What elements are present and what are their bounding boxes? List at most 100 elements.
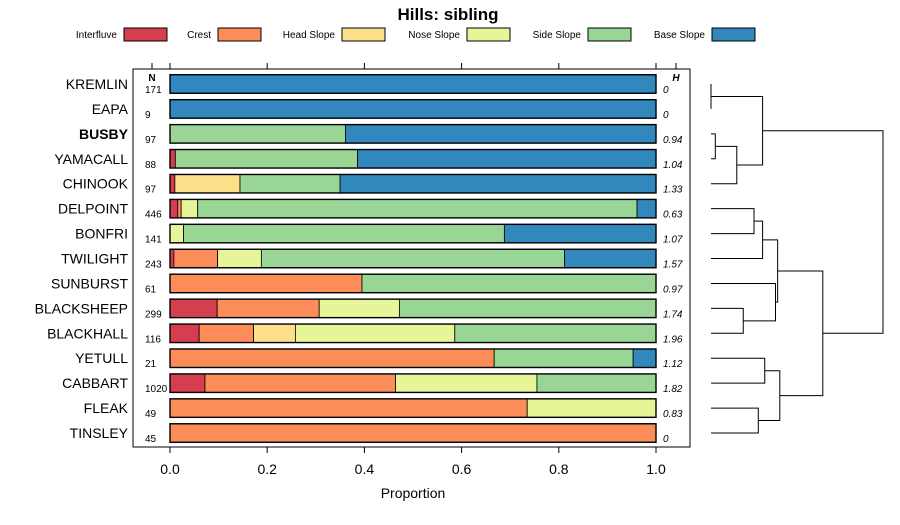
x-axis: 0.0 0.2 0.4 0.6 0.8 1.0 xyxy=(151,63,677,477)
bar-chinook-head-slope xyxy=(174,174,241,194)
h-column-header: H xyxy=(672,73,680,84)
h-value-cabbart: 1.82 xyxy=(663,384,683,395)
n-value-blackhall: 116 xyxy=(145,334,161,345)
bar-blacksheep-side-slope xyxy=(398,298,657,319)
bar-bonfri-nose-slope xyxy=(169,223,185,244)
bar-outline-kremlin xyxy=(169,74,657,94)
x-tick-label-0: 0.0 xyxy=(160,461,180,477)
n-value-fleak: 49 xyxy=(145,409,157,420)
n-value-cabbart: 1020 xyxy=(145,384,168,395)
dendrogram-branch-7 xyxy=(711,208,755,235)
n-value-kremlin: 171 xyxy=(145,85,162,96)
category-label-blackhall: BLACKHALL xyxy=(47,325,128,341)
n-value-sunburst: 61 xyxy=(145,284,157,295)
category-label-twilight: TWILIGHT xyxy=(61,251,128,267)
bar-sunburst-crest xyxy=(169,273,363,294)
bar-delpoint-interfluve xyxy=(169,198,179,219)
bar-chinook-side-slope xyxy=(239,174,341,194)
bar-busby-base-slope xyxy=(345,124,657,144)
bar-yamacall-base-slope xyxy=(357,149,657,169)
category-labels: KREMLIN 171 0 EAPA 9 0 BUSBY 97 0.94 YAMACALL 88 1.… xyxy=(35,76,683,445)
bar-outline-blackhall xyxy=(169,323,657,344)
bar-outline-busby xyxy=(169,123,657,144)
dendrogram xyxy=(710,84,884,434)
dendrogram-branch-8 xyxy=(711,220,764,260)
category-label-tinsley: TINSLEY xyxy=(70,425,129,441)
h-value-twilight: 1.57 xyxy=(663,260,683,271)
h-value-blacksheep: 1.74 xyxy=(663,309,683,320)
legend-label-crest: Crest xyxy=(187,30,211,41)
bar-blacksheep-crest xyxy=(216,298,320,319)
legend-swatch-base-slope xyxy=(711,27,756,42)
bar-kremlin-base-slope xyxy=(169,74,657,94)
x-tick-label-2: 0.4 xyxy=(355,461,375,477)
n-value-delpoint: 446 xyxy=(145,210,162,221)
legend-label-nose-slope: Nose Slope xyxy=(408,30,460,41)
n-value-blacksheep: 299 xyxy=(145,309,162,320)
dendrogram-branch-2 xyxy=(711,133,716,160)
bar-cabbart-side-slope xyxy=(536,373,657,393)
legend-swatch-side-slope xyxy=(587,27,632,42)
bar-fleak-crest xyxy=(169,398,528,418)
x-axis-label: Proportion xyxy=(381,485,446,501)
bar-outline-tinsley xyxy=(169,423,657,443)
bar-bonfri-side-slope xyxy=(183,223,505,244)
n-value-yamacall: 88 xyxy=(145,160,157,171)
bar-outline-yamacall xyxy=(169,148,657,169)
h-value-delpoint: 0.63 xyxy=(663,210,683,221)
h-value-busby: 0.94 xyxy=(663,135,683,146)
bar-chinook-interfluve xyxy=(169,174,176,194)
dendrogram-branch-12 xyxy=(758,370,781,422)
category-label-yamacall: YAMACALL xyxy=(54,151,128,167)
dendrogram-branch-13 xyxy=(777,270,824,397)
category-label-yetull: YETULL xyxy=(75,350,128,366)
h-value-eapa: 0 xyxy=(663,110,669,121)
bar-outline-twilight xyxy=(169,248,657,269)
bar-twilight-nose-slope xyxy=(217,248,262,269)
category-label-delpoint: DELPOINT xyxy=(58,201,128,217)
bar-outline-blacksheep xyxy=(169,298,657,319)
category-label-cabbart: CABBART xyxy=(62,375,128,391)
category-label-chinook: CHINOOK xyxy=(63,176,129,192)
dendrogram-branch-14 xyxy=(762,130,884,334)
bar-outline-bonfri xyxy=(169,223,657,244)
n-value-busby: 97 xyxy=(145,135,157,146)
bar-blackhall-interfluve xyxy=(169,323,200,343)
x-tick-label-1: 0.2 xyxy=(257,461,277,477)
n-column-header: N xyxy=(148,73,155,84)
bar-busby-side-slope xyxy=(169,124,346,144)
bar-yamacall-side-slope xyxy=(174,149,358,169)
bar-yetull-base-slope xyxy=(632,348,657,368)
bar-twilight-side-slope xyxy=(260,248,566,269)
bar-tinsley-crest xyxy=(169,423,657,443)
h-value-fleak: 0.83 xyxy=(663,409,683,420)
bar-delpoint-side-slope xyxy=(197,198,638,219)
bar-blackhall-crest xyxy=(198,323,254,343)
bar-outline-yetull xyxy=(169,348,657,369)
bar-sunburst-side-slope xyxy=(361,273,657,294)
bar-bonfri-base-slope xyxy=(503,223,657,244)
legend-label-interfluve: Interfluve xyxy=(76,30,118,41)
x-tick-label-5: 1.0 xyxy=(646,461,666,477)
category-label-fleak: FLEAK xyxy=(84,400,129,416)
h-value-yetull: 1.12 xyxy=(663,359,683,370)
bar-cabbart-interfluve xyxy=(169,373,206,393)
dendrogram-branch-5 xyxy=(711,307,744,334)
legend-swatch-head-slope xyxy=(341,27,386,42)
dendrogram-branch-10 xyxy=(711,407,759,434)
bar-outline-chinook xyxy=(169,173,657,194)
n-value-chinook: 97 xyxy=(145,185,157,196)
bar-twilight-crest xyxy=(173,248,219,269)
bar-yetull-side-slope xyxy=(493,348,634,368)
h-value-blackhall: 1.96 xyxy=(663,334,683,345)
bar-eapa-base-slope xyxy=(169,99,657,119)
dendrogram-branch-11 xyxy=(711,357,766,384)
legend: Interfluve Crest Head Slope Nose Slope Side … xyxy=(76,27,756,42)
bar-twilight-base-slope xyxy=(564,248,657,269)
category-label-eapa: EAPA xyxy=(92,101,129,117)
legend-swatch-interfluve xyxy=(123,27,168,42)
bar-outline-eapa xyxy=(169,98,657,119)
h-value-bonfri: 1.07 xyxy=(663,235,683,246)
